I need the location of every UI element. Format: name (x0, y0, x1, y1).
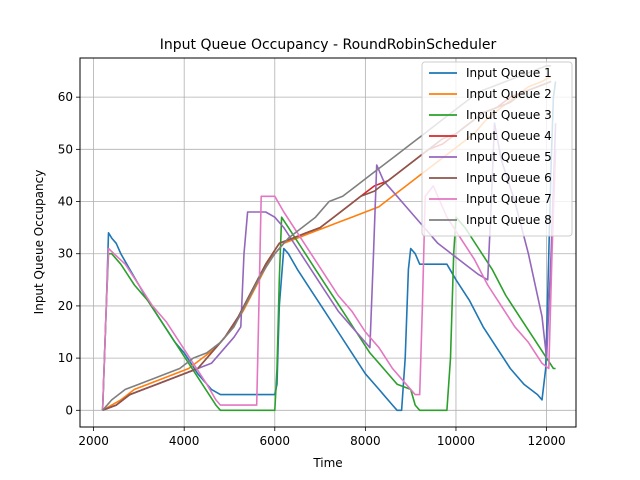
legend-label: Input Queue 1 (466, 66, 552, 80)
y-axis-ticks: 0 10 20 30 40 50 60 (58, 90, 80, 417)
y-tick-label: 30 (58, 247, 73, 261)
x-axis-ticks: 2000 4000 6000 8000 10000 12000 (78, 427, 566, 448)
y-tick-label: 10 (58, 351, 73, 365)
legend-box (421, 61, 573, 237)
x-tick-label: 8000 (350, 434, 381, 448)
x-tick-label: 4000 (169, 434, 200, 448)
axes-frame (79, 57, 577, 428)
x-tick-label: 12000 (527, 434, 565, 448)
y-tick-label: 0 (65, 403, 73, 417)
y-tick-label: 20 (58, 299, 73, 313)
x-axis-label: Time (312, 456, 342, 470)
legend-label: Input Queue 8 (466, 213, 552, 227)
series-line-input-queue-3 (101, 216, 556, 412)
legend-label: Input Queue 4 (466, 129, 552, 143)
legend-label: Input Queue 5 (466, 150, 552, 164)
x-tick-label: 10000 (437, 434, 475, 448)
legend: Input Queue 1 Input Queue 2 Input Queue 3 I… (421, 61, 573, 237)
chart-title: Input Queue Occupancy - RoundRobinSchedu… (160, 37, 497, 53)
y-tick-label: 60 (58, 90, 73, 104)
y-axis-label: Input Queue Occupancy (32, 170, 46, 315)
x-tick-label: 2000 (78, 434, 109, 448)
x-tick-label: 6000 (260, 434, 291, 448)
legend-label: Input Queue 2 (466, 87, 552, 101)
legend-label: Input Queue 6 (466, 171, 552, 185)
series-line-input-queue-7 (101, 149, 557, 411)
y-tick-label: 50 (58, 142, 73, 156)
y-tick-label: 40 (58, 195, 73, 209)
legend-label: Input Queue 3 (466, 108, 552, 122)
legend-label: Input Queue 7 (466, 192, 552, 206)
